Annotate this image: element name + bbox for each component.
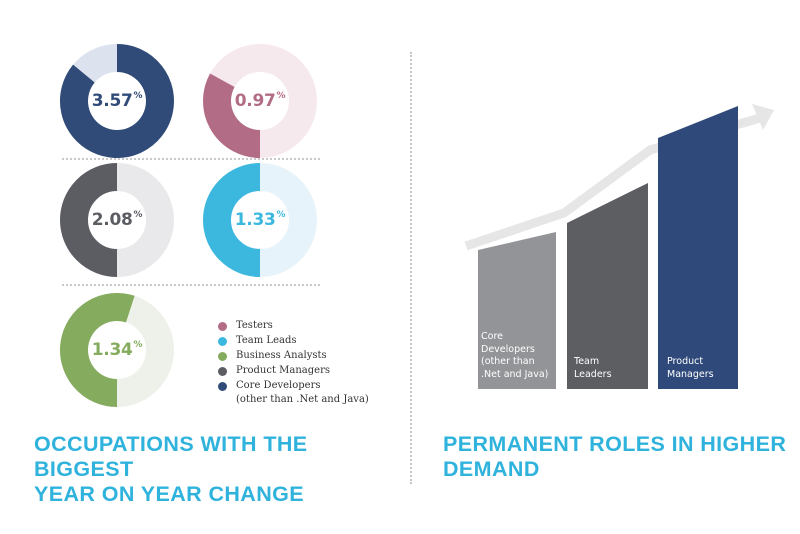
donut-value: 1.33% bbox=[234, 210, 286, 230]
legend-label: Core Developers (other than .Net and Jav… bbox=[236, 380, 369, 405]
donut-segment bbox=[60, 293, 135, 407]
legend: Testers Team Leads Business Analysts Pro… bbox=[218, 319, 369, 409]
donut-ring bbox=[60, 293, 174, 407]
right-title-line-1: PERMANENT ROLES IN HIGHER bbox=[443, 432, 787, 456]
legend-swatch bbox=[218, 382, 227, 391]
legend-item-core-developers: Core Developers (other than .Net and Jav… bbox=[218, 379, 369, 409]
donut-value: 1.34% bbox=[91, 340, 143, 360]
legend-label: Business Analysts bbox=[236, 350, 327, 361]
legend-label: Product Managers bbox=[236, 365, 331, 376]
bar-label-team-leaders: Team Leaders bbox=[574, 356, 612, 380]
legend-label: Team Leads bbox=[236, 335, 297, 346]
left-title-line-2: YEAR ON YEAR CHANGE bbox=[34, 482, 305, 506]
donut-segment bbox=[60, 44, 174, 158]
donut-testers: 0.97% bbox=[200, 41, 320, 161]
legend-swatch bbox=[218, 352, 227, 361]
right-title-line-2: DEMAND bbox=[443, 457, 540, 481]
row-divider bbox=[62, 284, 320, 286]
bar-label-core-developers: Core Developers (other than .Net and Jav… bbox=[481, 331, 549, 380]
donut-ring bbox=[203, 44, 317, 158]
legend-swatch bbox=[218, 367, 227, 376]
donut-ring bbox=[60, 44, 174, 158]
donut-segment bbox=[203, 163, 261, 277]
donut-segment bbox=[60, 163, 118, 277]
bar-0 bbox=[478, 232, 556, 389]
bar-chart bbox=[464, 104, 774, 389]
donut-segment bbox=[203, 73, 261, 158]
right-panel: Core Developers (other than .Net and Jav… bbox=[414, 0, 800, 534]
legend-item-business-analysts: Business Analysts bbox=[218, 349, 369, 364]
legend-item-product-managers: Product Managers bbox=[218, 364, 369, 379]
legend-item-testers: Testers bbox=[218, 319, 369, 334]
donut-team-leads: 1.33% bbox=[200, 160, 320, 280]
legend-swatch bbox=[218, 322, 227, 331]
legend-label: Testers bbox=[236, 320, 273, 331]
donut-ring bbox=[60, 163, 174, 277]
donut-value: 2.08% bbox=[91, 210, 143, 230]
left-title-line-1: OCCUPATIONS WITH THE BIGGEST bbox=[34, 432, 308, 481]
bar-2 bbox=[658, 106, 738, 389]
panel-divider bbox=[410, 52, 412, 484]
legend-sublabel: (other than .Net and Java) bbox=[236, 394, 369, 405]
bar-1 bbox=[567, 183, 648, 389]
row-divider bbox=[62, 158, 320, 160]
right-section-title: PERMANENT ROLES IN HIGHER DEMAND bbox=[443, 432, 793, 482]
bar-label-product-managers: Product Managers bbox=[667, 356, 714, 380]
donut-core-developers: 3.57% bbox=[57, 41, 177, 161]
left-panel: 3.57% 0.97% 2.08% 1.33% 1.34% Testers bbox=[34, 41, 406, 507]
legend-swatch bbox=[218, 337, 227, 346]
donut-product-managers: 2.08% bbox=[57, 160, 177, 280]
donut-value: 3.57% bbox=[91, 91, 143, 111]
legend-item-team-leads: Team Leads bbox=[218, 334, 369, 349]
trend-arrow-head bbox=[752, 104, 774, 130]
donut-ring bbox=[203, 163, 317, 277]
donut-value: 0.97% bbox=[234, 91, 286, 111]
left-section-title: OCCUPATIONS WITH THE BIGGEST YEAR ON YEA… bbox=[34, 432, 406, 507]
donut-business-analysts: 1.34% bbox=[57, 290, 177, 410]
